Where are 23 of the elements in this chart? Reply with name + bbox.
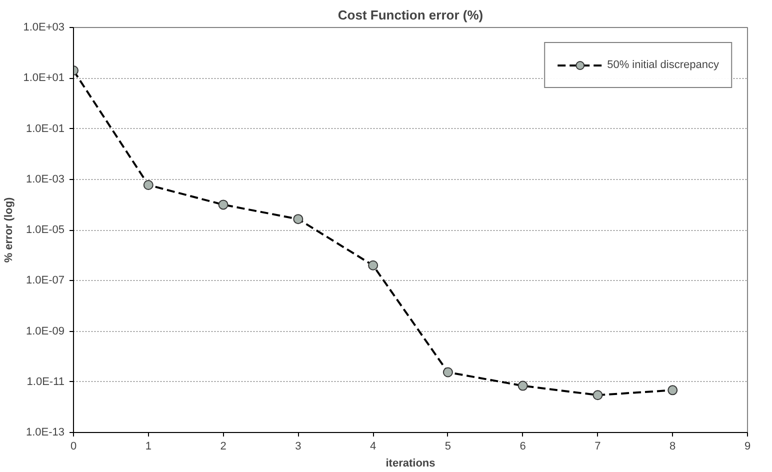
x-tick-label: 4 (370, 440, 376, 452)
x-tick-label: 2 (220, 440, 226, 452)
y-tick-label: 1.0E-07 (26, 274, 65, 287)
x-axis-title: iterations (386, 458, 436, 470)
y-tick-label: 1.0E+01 (23, 72, 65, 84)
x-tick-label: 6 (520, 440, 526, 452)
y-tick-label: 1.0E-11 (26, 376, 65, 388)
y-axis-title: % error (log) (3, 196, 16, 263)
chart-title: Cost Function error (%) (338, 8, 484, 22)
legend-label: 50% initial discrepancy (607, 59, 719, 71)
y-tick-label: 1.0E-01 (26, 122, 65, 135)
y-tick-label: 1.0E+03 (23, 22, 65, 34)
x-tick-label: 5 (444, 440, 452, 452)
x-tick-label: 1 (145, 440, 152, 452)
y-tick-label: 1.0E-13 (26, 426, 65, 438)
x-tick-label: 0 (70, 440, 77, 452)
x-tick-label: 9 (744, 440, 751, 452)
x-tick-label: 7 (594, 440, 601, 452)
y-tick-label: 1.0E-03 (26, 173, 65, 186)
y-tick-label: 1.0E-09 (26, 325, 65, 338)
y-tick-label: 1.0E-05 (26, 224, 65, 236)
x-tick-label: 8 (670, 440, 676, 452)
x-tick-label: 3 (295, 440, 302, 452)
